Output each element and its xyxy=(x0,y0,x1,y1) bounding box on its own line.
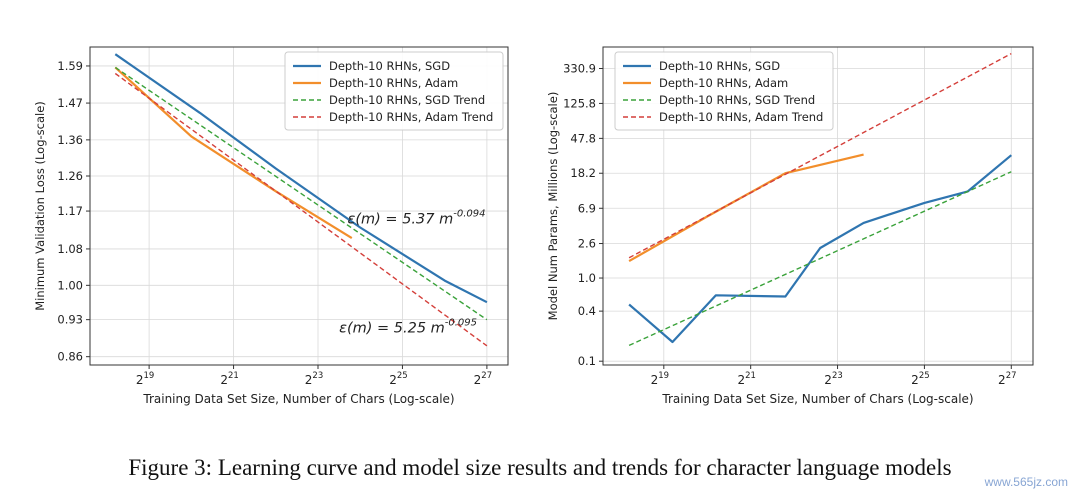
series-line-sgd-trend xyxy=(628,171,1012,347)
chart-1: 0.86 0.93 1.00 1.08 1.17 1.26 1.36 1.47 1.59 219 2… xyxy=(33,46,509,406)
x-tick-label: 227 xyxy=(998,371,1016,387)
y-tick-label: 47.8 xyxy=(570,131,596,145)
y-tick-label: 6.9 xyxy=(578,201,596,215)
y-axis-label: Model Num Params, Millions (Log-scale) xyxy=(546,92,560,321)
plot-frame xyxy=(602,46,1034,366)
y-tick-label: 1.17 xyxy=(57,204,83,218)
x-tick-label: 221 xyxy=(220,371,238,387)
watermark: www.565jz.com xyxy=(984,475,1068,489)
legend-label: Depth-10 RHNs, SGD Trend xyxy=(659,93,815,107)
x-tick-label: 223 xyxy=(824,371,842,387)
legend-label: Depth-10 RHNs, Adam xyxy=(659,76,788,90)
y-axis-label: Minimum Validation Loss (Log-scale) xyxy=(33,101,47,311)
x-tick-label: 219 xyxy=(651,371,669,387)
x-axis-label: Training Data Set Size, Number of Chars … xyxy=(142,392,454,406)
series-line-sgd xyxy=(114,53,488,304)
legend-label: Depth-10 RHNs, SGD xyxy=(659,59,780,73)
y-tick-label: 2.6 xyxy=(578,237,596,251)
y-tick-label: 1.08 xyxy=(57,242,83,256)
plot-frame xyxy=(89,46,509,366)
y-tick-label: 0.1 xyxy=(578,354,596,368)
x-tick-label: 223 xyxy=(305,371,323,387)
x-tick-label: 225 xyxy=(389,371,407,387)
series-line-adam xyxy=(628,153,864,263)
x-tick-label: 221 xyxy=(737,371,755,387)
series-line-sgd-trend xyxy=(114,66,488,321)
series-line-adam-trend xyxy=(114,72,488,347)
y-tick-label: 1.00 xyxy=(57,278,83,292)
x-tick-label: 227 xyxy=(474,371,492,387)
legend-box xyxy=(614,51,834,131)
trend-equation: ε(m) = 5.25 m-0.095 xyxy=(339,318,477,337)
y-tick-label: 18.2 xyxy=(570,166,596,180)
figure-caption: Figure 3: Learning curve and model size … xyxy=(128,455,952,480)
y-tick-label: 1.36 xyxy=(57,133,83,147)
x-tick-label: 225 xyxy=(911,371,929,387)
y-tick-label: 1.26 xyxy=(57,169,83,183)
series-line-adam xyxy=(114,66,353,240)
legend-label: Depth-10 RHNs, Adam Trend xyxy=(659,110,823,124)
legend-box xyxy=(284,51,504,131)
y-tick-label: 330.9 xyxy=(563,61,596,75)
y-tick-label: 0.4 xyxy=(578,304,596,318)
y-tick-label: 1.0 xyxy=(578,271,596,285)
y-tick-label: 1.47 xyxy=(57,96,83,110)
y-tick-label: 125.8 xyxy=(563,96,596,110)
chart-2: 0.1 0.4 1.0 2.6 6.9 18.2 47.8 125.8 330.9 219 221 2… xyxy=(546,46,1034,406)
legend-label: Depth-10 RHNs, SGD xyxy=(329,59,450,73)
legend-label: Depth-10 RHNs, SGD Trend xyxy=(329,93,485,107)
trend-equation: ε(m) = 5.37 m-0.094 xyxy=(348,208,486,227)
y-tick-label: 0.86 xyxy=(57,350,83,364)
series-line-adam-trend xyxy=(628,52,1012,259)
x-tick-label: 219 xyxy=(136,371,154,387)
x-axis-label: Training Data Set Size, Number of Chars … xyxy=(661,392,973,406)
y-tick-label: 1.59 xyxy=(57,59,83,73)
legend-label: Depth-10 RHNs, Adam xyxy=(329,76,458,90)
legend-label: Depth-10 RHNs, Adam Trend xyxy=(329,110,493,124)
series-line-sgd xyxy=(628,154,1013,344)
y-tick-label: 0.93 xyxy=(57,313,83,327)
